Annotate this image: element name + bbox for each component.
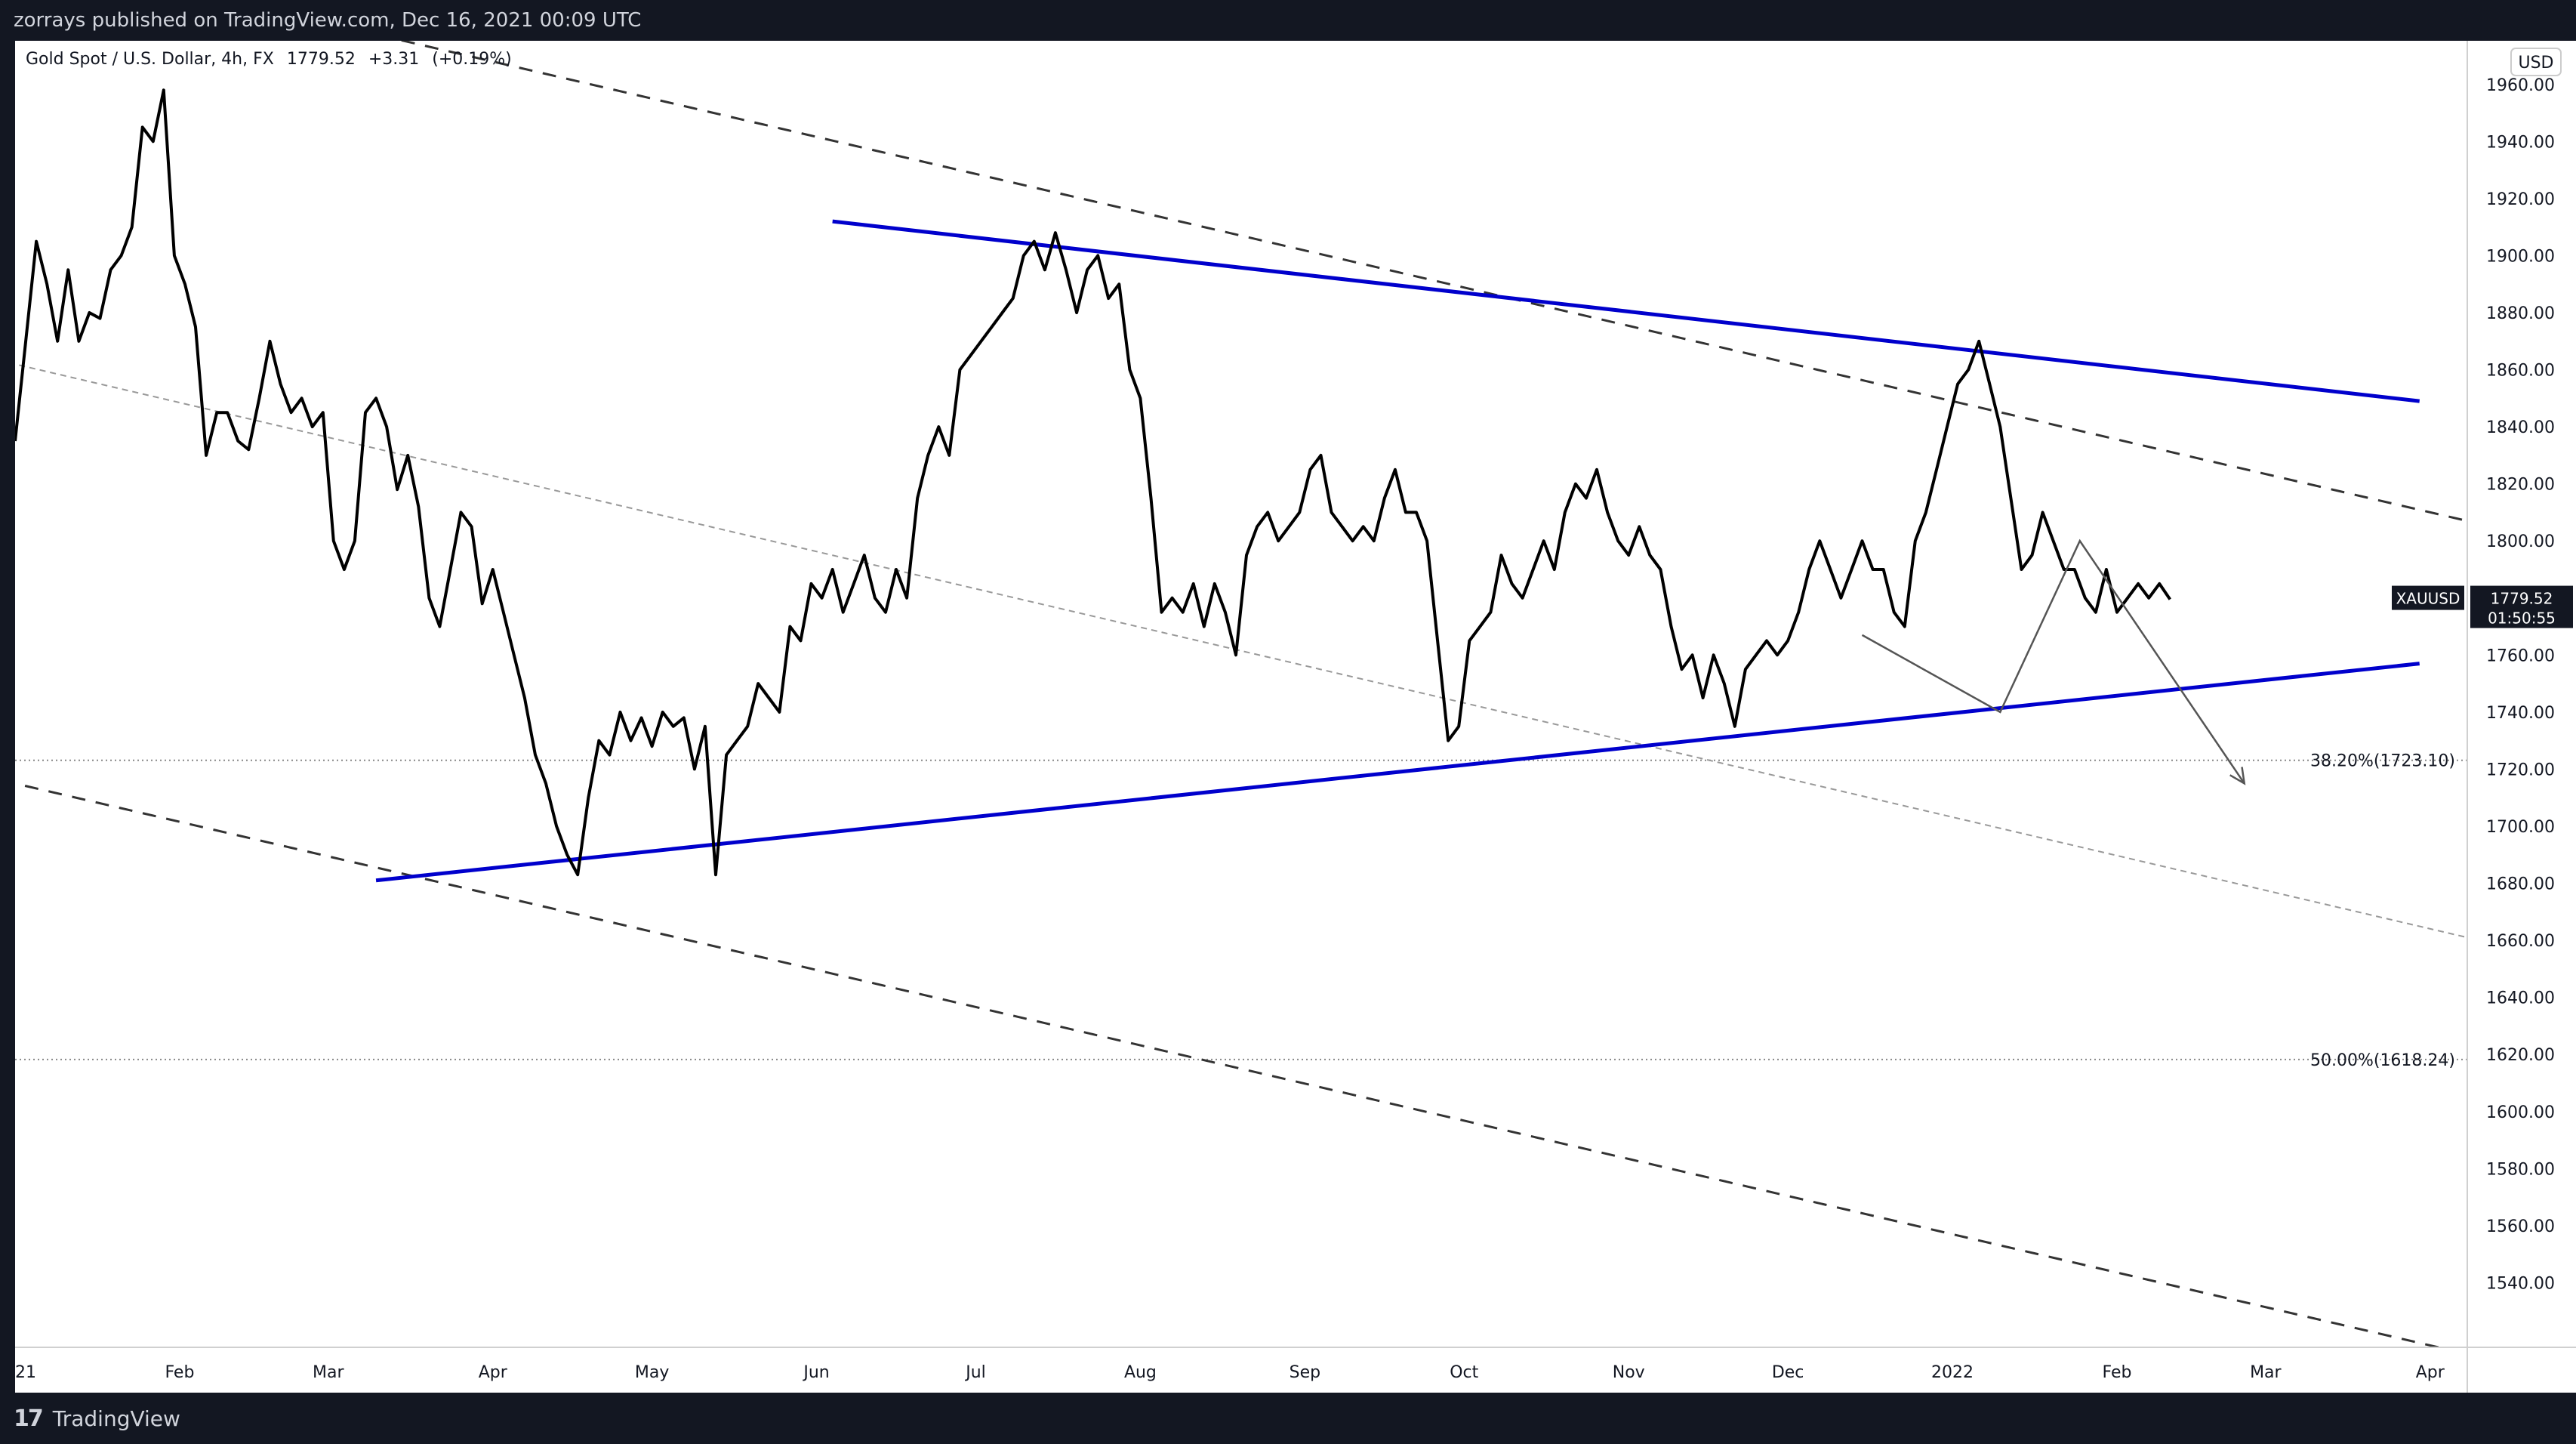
time-tick-12: 2022 [1931,1363,1974,1382]
fib-levels: 38.20%(1723.10) 50.00%(1618.24) [15,752,2467,1070]
time-tick-0: 2021 [15,1363,36,1382]
channel-upper [398,41,2467,523]
currency-box [2510,48,2562,76]
price-tick-7: 1820.00 [2486,476,2555,495]
trendline-support [375,662,2420,883]
price-tick-1: 1940.00 [2486,133,2555,152]
time-tick-15: Apr [2416,1363,2445,1382]
time-axis: 2021 Feb Mar Apr May Jun Jul Aug Sep Oct Nov Dec 202… [15,1347,2576,1382]
tradingview-logo-icon[interactable]: 17 [14,1405,44,1432]
time-tick-7: Aug [1124,1363,1157,1382]
last-price: 1779.52 [286,50,356,69]
projection-arrowhead [2229,767,2246,785]
price-tick-15: 1660.00 [2486,932,2555,951]
price-tick-2: 1920.00 [2486,190,2555,209]
price-tick-0: 1960.00 [2486,76,2555,95]
price-tick-17: 1620.00 [2486,1046,2555,1065]
projection-path [1861,538,2246,785]
channel-lower [15,782,2444,1347]
ticker-tag-label: XAUUSD [2396,590,2460,608]
time-tick-13: Feb [2103,1363,2132,1382]
trendline-resistance [832,219,2420,403]
symbol-name: Gold Spot / U.S. Dollar, 4h, FX [26,50,274,69]
price-tick-14: 1680.00 [2486,875,2555,894]
fib-label-1: 50.00%(1618.24) [2310,1051,2455,1070]
projection-line [1861,538,2245,785]
price-series [15,88,2171,877]
chart-legend: Gold Spot / U.S. Dollar, 4h, FX 1779.52 … [26,50,519,69]
price-axis: 1960.00 1940.00 1920.00 1900.00 1880.00 1860.… [2467,41,2562,1393]
currency-label: USD [2518,54,2553,73]
footer-bar: 17 TradingView [0,1393,2576,1444]
time-tick-4: May [635,1363,669,1382]
price-tick-19: 1580.00 [2486,1160,2555,1179]
price-tick-16: 1640.00 [2486,989,2555,1008]
time-tick-10: Nov [1613,1363,1645,1382]
ticker-tag [2392,585,2464,610]
price-tick-5: 1860.00 [2486,362,2555,381]
price-tick-4: 1880.00 [2486,304,2555,323]
publisher-text: zorrays published on TradingView.com, De… [14,9,642,32]
series-line-XAUUSD [15,88,2171,877]
price-tick-8: 1800.00 [2486,532,2555,551]
price-tick-18: 1600.00 [2486,1103,2555,1122]
price-change-pct: (+0.19%) [432,50,512,69]
price-tag-value: 1779.52 [2491,590,2553,608]
time-tick-14: Mar [2250,1363,2282,1382]
price-tick-10: 1760.00 [2486,646,2555,665]
time-tick-5: Jun [802,1363,829,1382]
channel-mid [15,363,2467,939]
price-tick-6: 1840.00 [2486,418,2555,437]
brand-name[interactable]: TradingView [52,1405,180,1431]
price-tick-20: 1560.00 [2486,1217,2555,1236]
fib-label-0: 38.20%(1723.10) [2310,752,2455,771]
trendlines [375,219,2420,883]
price-chart[interactable]: 38.20%(1723.10)50.00%(1618.24) 1960.0019… [15,41,2576,1393]
publisher-bar: zorrays published on TradingView.com, De… [0,0,2576,41]
price-tick-3: 1900.00 [2486,247,2555,266]
chart-area[interactable]: 38.20%(1723.10) 50.00%(1618.24) 1960.00 19… [15,41,2576,1393]
price-tick-12: 1720.00 [2486,761,2555,779]
channel-lines [15,41,2467,1347]
price-change: +3.31 [368,50,420,69]
price-tick-11: 1740.00 [2486,704,2555,723]
time-tick-3: Apr [479,1363,508,1382]
time-tick-8: Sep [1290,1363,1320,1382]
time-tick-2: Mar [313,1363,344,1382]
price-tag-countdown: 01:50:55 [2488,609,2556,628]
time-tick-1: Feb [165,1363,194,1382]
time-tick-11: Dec [1772,1363,1804,1382]
price-tag [2470,585,2573,628]
time-tick-9: Oct [1450,1363,1478,1382]
price-tick-13: 1700.00 [2486,818,2555,837]
time-tick-6: Jul [964,1363,986,1382]
price-tick-21: 1540.00 [2486,1274,2555,1293]
